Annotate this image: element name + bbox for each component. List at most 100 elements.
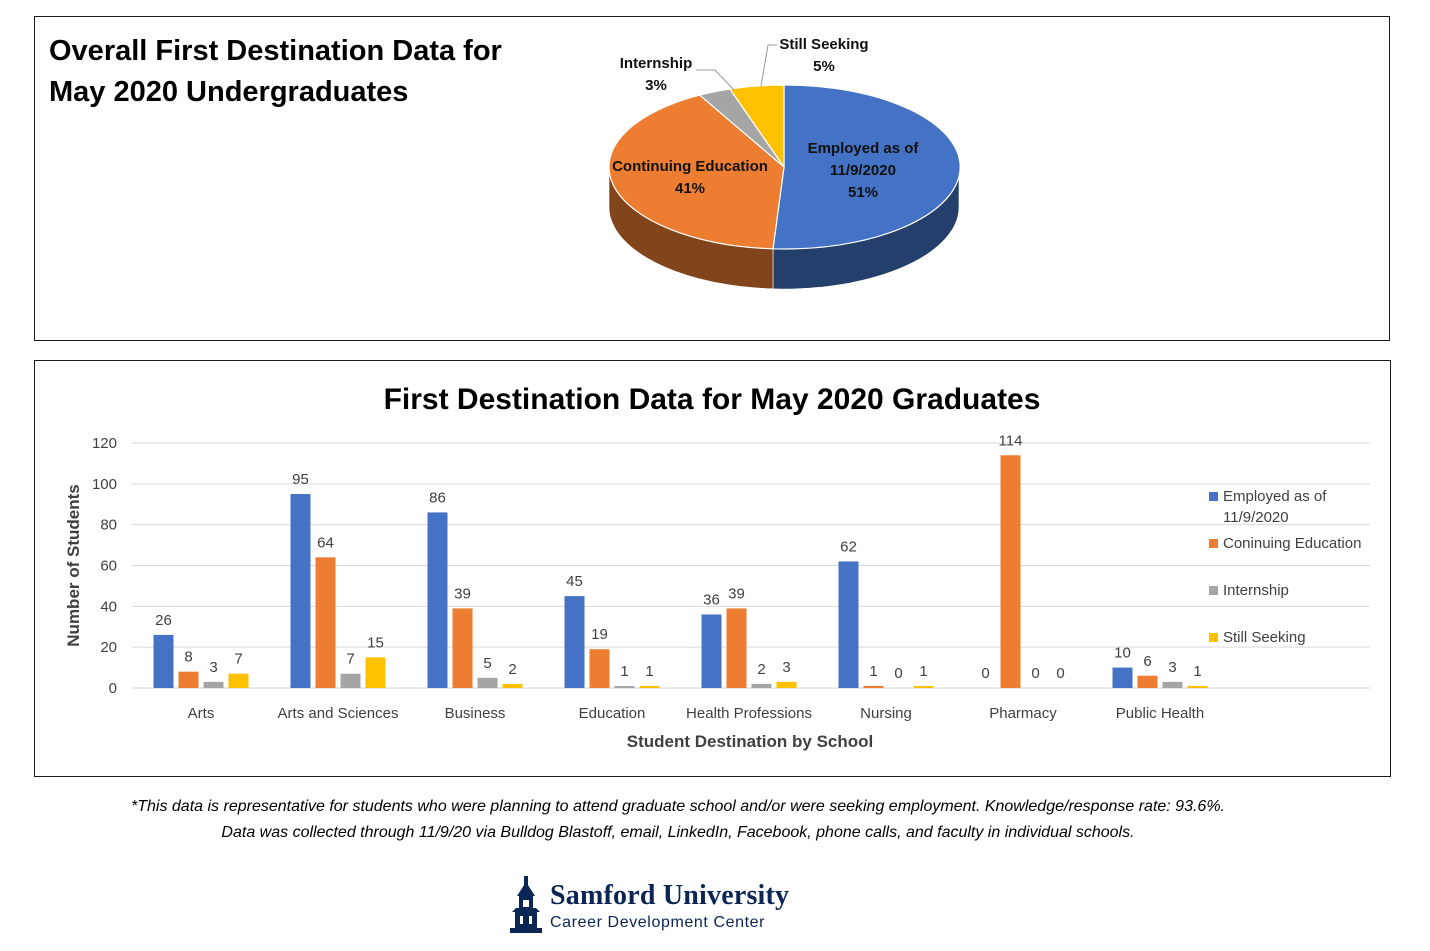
x-tick-label: Pharmacy (989, 705, 1057, 722)
x-tick-label: Nursing (860, 705, 912, 722)
data-label: 1 (1193, 663, 1201, 680)
bar-arts-still-seeking (228, 673, 249, 688)
y-axis-label: Number of Students (64, 484, 83, 646)
x-tick-label: Public Health (1116, 705, 1204, 722)
data-label: 0 (1031, 665, 1039, 682)
y-tick-label: 80 (100, 517, 117, 534)
data-label: 95 (292, 471, 309, 488)
pie-label-continuing-education: Continuing Education 41% (612, 158, 768, 197)
data-label: 39 (728, 585, 745, 602)
bar-arts-coninuing-education (178, 671, 199, 688)
bar-business-still-seeking (502, 683, 523, 688)
data-label: 26 (155, 612, 172, 629)
bar-chart: First Destination Data for May 2020 Grad… (64, 383, 1370, 751)
data-label: 15 (367, 634, 384, 651)
data-label: 0 (894, 665, 902, 682)
bar-health-professions-employed-as-of-11-9-2020 (701, 614, 722, 688)
pie-chart-title: Overall First Destination Data for May 2… (49, 35, 502, 108)
bar-arts-and-sciences-still-seeking (365, 657, 386, 688)
legend-swatch-coninuing-education (1209, 539, 1218, 548)
data-label: 1 (869, 663, 877, 680)
y-tick-label: 40 (100, 598, 117, 615)
bar-health-professions-coninuing-education (726, 608, 747, 688)
x-tick-label: Business (445, 705, 506, 722)
data-label: 3 (782, 659, 790, 676)
data-label: 1 (645, 663, 653, 680)
bar-business-employed-as-of-11-9-2020 (427, 512, 448, 688)
y-tick-label: 0 (109, 680, 117, 697)
logo-name: Samford University (550, 880, 790, 911)
pie-chart: Employed as of 11/9/2020 51% Continuing Edu… (608, 36, 961, 290)
bar-public-health-internship (1162, 681, 1183, 688)
footnote-line-2: Data was collected through 11/9/20 via B… (221, 824, 1135, 841)
bar-chart-title: First Destination Data for May 2020 Grad… (384, 383, 1041, 416)
bar-arts-internship (203, 681, 224, 688)
y-tick-label: 60 (100, 558, 117, 575)
data-label: 5 (483, 655, 491, 672)
x-tick-label: Arts and Sciences (278, 705, 399, 722)
bar-business-internship (477, 677, 498, 688)
bar-chart-panel: First Destination Data for May 2020 Grad… (34, 360, 1391, 777)
samford-logo: Samford University Career Development Ce… (506, 876, 846, 938)
pie-leader-internship (696, 69, 735, 91)
data-label: 86 (429, 489, 446, 506)
x-tick-label: Arts (188, 705, 215, 722)
legend-swatch-employed-as-of-11-9-2020 (1209, 492, 1218, 501)
data-label: 1 (620, 663, 628, 680)
legend-swatch-still-seeking (1209, 633, 1218, 642)
bar-public-health-employed-as-of-11-9-2020 (1112, 667, 1133, 688)
legend-entry-coninuing-education: Coninuing Education (1223, 535, 1361, 552)
bar-education-coninuing-education (589, 649, 610, 688)
pie-slice-employed-as-of-11-9-2020 (772, 84, 961, 250)
data-label: 19 (591, 626, 608, 643)
legend-entry-internship: Internship (1223, 582, 1289, 599)
y-tick-label: 100 (92, 476, 117, 493)
bar-business-coninuing-education (452, 608, 473, 688)
pie-leader-still-seeking (760, 44, 777, 87)
bar-health-professions-still-seeking (776, 681, 797, 688)
logo-subtitle: Career Development Center (550, 914, 766, 931)
bar-arts-and-sciences-internship (340, 673, 361, 688)
bar-education-internship (614, 685, 635, 688)
legend-swatch-internship (1209, 586, 1218, 595)
data-label: 0 (981, 665, 989, 682)
data-label: 1 (919, 663, 927, 680)
bar-education-still-seeking (639, 685, 660, 688)
bar-nursing-still-seeking (913, 685, 934, 688)
y-tick-label: 20 (100, 639, 117, 656)
x-tick-label: Health Professions (686, 705, 812, 722)
data-label: 62 (840, 538, 857, 555)
bar-arts-employed-as-of-11-9-2020 (153, 634, 174, 688)
data-label: 39 (454, 585, 471, 602)
legend-entry-employed-as-of-11-9-2020: Employed as of 11/9/2020 (1223, 488, 1327, 526)
data-label: 114 (999, 432, 1023, 449)
bar-nursing-coninuing-education (863, 685, 884, 688)
y-tick-label: 120 (92, 435, 117, 452)
data-label: 3 (1168, 659, 1176, 676)
bar-public-health-still-seeking (1187, 685, 1208, 688)
bar-arts-and-sciences-coninuing-education (315, 557, 336, 688)
data-label: 64 (317, 534, 334, 551)
bar-nursing-employed-as-of-11-9-2020 (838, 561, 859, 688)
bar-health-professions-internship (751, 683, 772, 688)
bar-public-health-coninuing-education (1137, 675, 1158, 688)
data-label: 10 (1114, 645, 1131, 662)
footnote-line-1: *This data is representative for student… (131, 798, 1225, 815)
pie-slice-continuing-education (608, 94, 785, 250)
data-label: 7 (234, 651, 242, 668)
x-axis-label: Student Destination by School (627, 732, 874, 751)
data-label: 36 (703, 592, 720, 609)
pie-slice-still-seeking (728, 84, 785, 169)
data-label: 2 (508, 661, 516, 678)
data-label: 45 (566, 573, 583, 590)
bar-education-employed-as-of-11-9-2020 (564, 596, 585, 688)
data-label: 7 (346, 651, 354, 668)
bell-tower-icon (510, 876, 542, 933)
pie-label-still-seeking: Still Seeking 5% (779, 36, 868, 75)
data-label: 6 (1143, 653, 1151, 670)
data-label: 0 (1056, 665, 1064, 682)
bar-arts-and-sciences-employed-as-of-11-9-2020 (290, 494, 311, 688)
legend-entry-still-seeking: Still Seeking (1223, 629, 1306, 646)
bar-pharmacy-coninuing-education (1000, 455, 1021, 688)
data-label: 3 (209, 659, 217, 676)
